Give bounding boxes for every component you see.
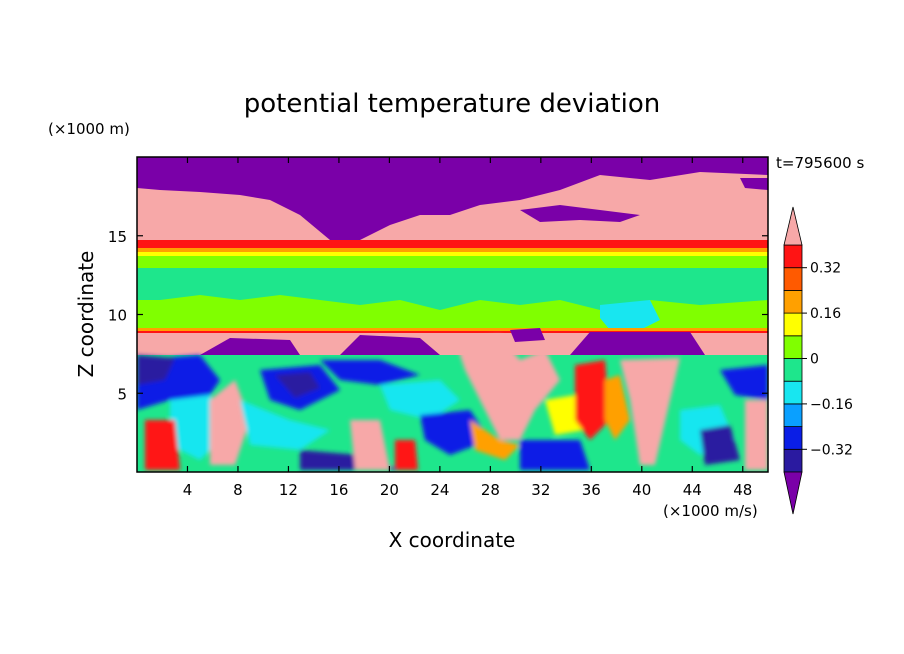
orange-strip (137, 248, 768, 252)
blob-pink-1 (210, 380, 250, 465)
x-tick-label: 32 (531, 481, 550, 499)
blob-cyan-3 (380, 380, 460, 420)
colorbar-box (783, 403, 803, 427)
colorbar-tick-label: 0.32 (810, 261, 841, 277)
colorbar-extend-high (783, 206, 803, 246)
cap-3 (570, 332, 705, 355)
colorbar-box (783, 289, 803, 314)
x-unit-label: (×1000 m/s) (663, 502, 758, 520)
blob-red-2 (395, 440, 418, 470)
blob-red-3 (575, 360, 610, 440)
colorbar-box (783, 335, 803, 359)
y-unit-label: (×1000 m) (48, 120, 130, 138)
x-tick-label: 36 (582, 481, 601, 499)
blob-pink-5 (745, 400, 768, 470)
colorbar-box (783, 267, 803, 291)
x-axis-label: X coordinate (389, 528, 516, 552)
upper-negative-region (137, 157, 768, 262)
blob-red-1 (145, 420, 180, 470)
x-tick-label: 16 (329, 481, 348, 499)
colorbar-box (783, 380, 803, 405)
y-tick-label: 5 (117, 385, 127, 403)
blob-pink-2 (350, 420, 390, 470)
x-tick-label: 48 (733, 481, 752, 499)
red-strip (137, 240, 768, 248)
blob-blue-6 (720, 365, 768, 400)
blob-navy-2 (275, 372, 320, 398)
boundary-orange (137, 328, 768, 331)
colorbar-tick-label: 0 (810, 352, 819, 368)
blob-orange-1 (470, 420, 520, 460)
yellow-strip (137, 252, 768, 256)
x-axis: 4 8 12 16 20 24 28 32 36 40 44 48 (183, 157, 752, 499)
x-tick-label: 4 (183, 481, 193, 499)
time-label: t=795600 s (776, 154, 864, 172)
cap-2 (340, 335, 440, 355)
y-axis: 5 10 15 (108, 228, 768, 403)
blob-blue-4 (420, 410, 490, 455)
x-tick-label: 44 (683, 481, 702, 499)
blob-cyan-2 (240, 400, 330, 450)
blob-pink-3 (455, 335, 560, 440)
upper-negative-region-2 (520, 205, 640, 222)
colorbar-box (783, 426, 803, 450)
y-axis-label: Z coordinate (74, 251, 98, 378)
x-tick-label: 40 (632, 481, 651, 499)
colorbar-box (783, 358, 803, 382)
heatmap-field (137, 157, 768, 472)
colorbar-tick-label: −0.32 (810, 442, 853, 458)
colorbar-box (783, 312, 803, 337)
blob-orange-2 (605, 375, 630, 440)
x-tick-label: 20 (380, 481, 399, 499)
stable-band-cyan (600, 300, 660, 330)
y-tick-label: 15 (108, 228, 127, 246)
upper-negative-region-3 (740, 178, 768, 190)
colorbar-tick-label: −0.16 (810, 397, 853, 413)
chart-title: potential temperature deviation (244, 89, 660, 119)
colorbar-extend-low (783, 471, 803, 515)
blob-blue-3 (320, 360, 420, 385)
x-tick-label: 24 (430, 481, 449, 499)
cap-1 (200, 338, 300, 355)
x-tick-label: 28 (481, 481, 500, 499)
colorbar: 0.32 0.16 0 −0.16 −0.32 (783, 206, 853, 515)
stable-band-green (137, 268, 768, 310)
y-tick-label: 10 (108, 307, 127, 325)
blob-navy-4 (700, 425, 740, 465)
convective-structures (137, 335, 768, 470)
blob-blue-5 (520, 440, 590, 470)
colorbar-tick-label: 0.16 (810, 306, 841, 322)
boundary-red (137, 331, 768, 333)
x-tick-label: 12 (279, 481, 298, 499)
colorbar-box (783, 448, 803, 473)
blob-pink-4 (620, 358, 680, 465)
colorbar-box (783, 244, 803, 269)
blob-navy-1 (137, 355, 175, 385)
x-tick-label: 8 (233, 481, 243, 499)
cap-4 (510, 328, 545, 342)
